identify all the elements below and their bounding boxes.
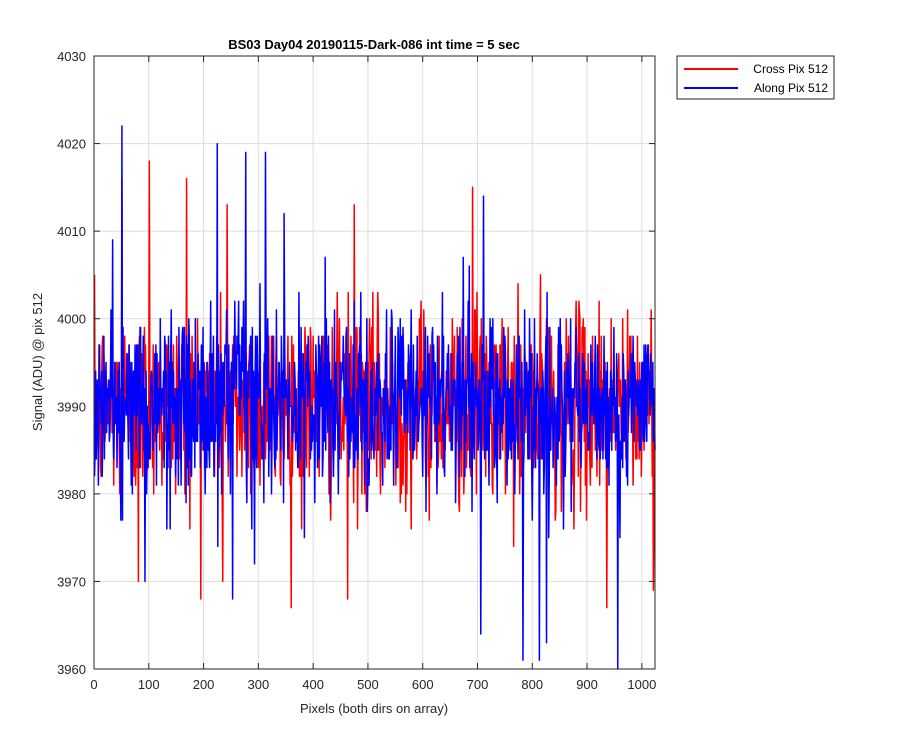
legend-label-along: Along Pix 512	[754, 81, 828, 95]
tick-layer: 0 100 200 300 400 500 600 700 800 900 1000 3960 3970…	[57, 49, 656, 692]
chart-title: BS03 Day04 20190115-Dark-086 int time = …	[228, 37, 520, 52]
y-tick-label: 4010	[57, 224, 86, 239]
x-axis-label: Pixels (both dirs on array)	[300, 701, 448, 716]
x-tick-label: 500	[357, 677, 379, 692]
y-tick-label: 4020	[57, 137, 86, 152]
x-tick-label: 100	[138, 677, 160, 692]
x-tick-label: 900	[576, 677, 598, 692]
series-layer	[93, 125, 656, 670]
x-tick-label: 600	[412, 677, 434, 692]
y-axis-label: Signal (ADU) @ pix 512	[30, 293, 45, 431]
x-tick-label: 1000	[627, 677, 656, 692]
x-tick-label: 400	[302, 677, 324, 692]
series-line-along	[93, 125, 656, 670]
x-tick-label: 200	[193, 677, 215, 692]
x-tick-label: 700	[467, 677, 489, 692]
x-tick-label: 800	[521, 677, 543, 692]
x-tick-label: 300	[248, 677, 270, 692]
plot-frame	[93, 55, 656, 670]
legend-label-cross: Cross Pix 512	[753, 62, 828, 76]
y-tick-label: 4030	[57, 49, 86, 64]
legend-box	[676, 55, 835, 100]
legend: Cross Pix 512 Along Pix 512	[676, 55, 835, 100]
y-tick-label: 3990	[57, 399, 86, 414]
y-tick-label: 3960	[57, 662, 86, 677]
y-tick-label: 3980	[57, 487, 86, 502]
y-tick-label: 3970	[57, 574, 86, 589]
y-tick-label: 4000	[57, 312, 86, 327]
x-tick-label: 0	[90, 677, 97, 692]
